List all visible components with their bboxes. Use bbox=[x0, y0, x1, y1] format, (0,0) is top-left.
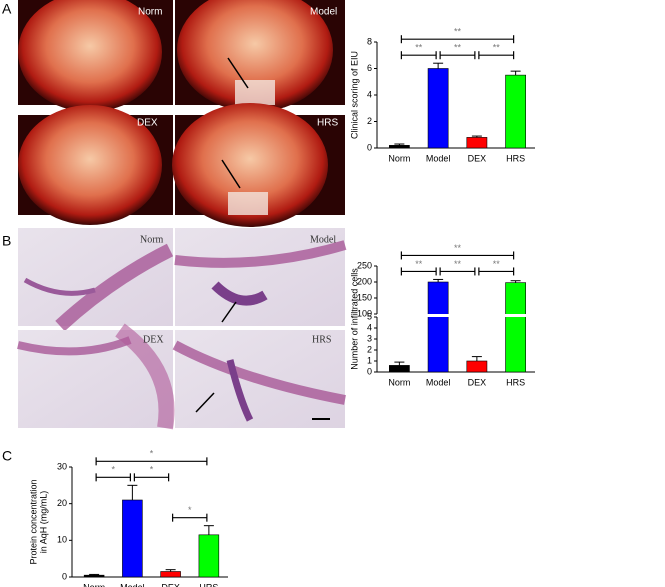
y-tick-label: 0 bbox=[367, 366, 372, 376]
significance-label: ** bbox=[415, 259, 423, 269]
histology-photos: B Norm Model DEX HRS bbox=[2, 228, 347, 430]
axis-break-gap bbox=[427, 314, 450, 317]
y-axis-label: in AqH (mg/mL) bbox=[38, 491, 48, 554]
y-tick-label: 4 bbox=[367, 89, 372, 99]
panel-label: C bbox=[2, 448, 12, 464]
y-tick-label: 4 bbox=[367, 322, 372, 332]
y-tick-label: 0 bbox=[367, 142, 372, 152]
photo bbox=[17, 323, 175, 430]
image-label: HRS bbox=[317, 118, 338, 129]
panel-label: B bbox=[2, 233, 11, 249]
y-tick-label: 100 bbox=[357, 308, 372, 318]
significance-label: ** bbox=[454, 43, 462, 53]
significance-label: * bbox=[188, 505, 192, 515]
photo bbox=[172, 103, 345, 227]
significance-label: ** bbox=[493, 259, 501, 269]
x-tick-label: Norm bbox=[83, 582, 105, 587]
y-tick-label: 10 bbox=[57, 535, 67, 545]
bar bbox=[505, 74, 526, 149]
y-tick-label: 30 bbox=[57, 461, 67, 471]
x-tick-label: HRS bbox=[506, 377, 525, 387]
x-tick-label: Norm bbox=[388, 377, 410, 387]
photo bbox=[18, 0, 173, 112]
image-label: Norm bbox=[140, 234, 164, 245]
y-tick-label: 250 bbox=[357, 260, 372, 270]
x-tick-label: Norm bbox=[388, 153, 410, 163]
x-tick-label: DEX bbox=[468, 377, 487, 387]
photo bbox=[175, 0, 345, 112]
bar bbox=[83, 574, 105, 578]
x-tick-label: DEX bbox=[161, 582, 180, 587]
y-axis-label: Number of infiltrated cells bbox=[349, 268, 359, 370]
significance-label: ** bbox=[415, 43, 423, 53]
y-axis-label: Clinical scoring of EIU bbox=[349, 51, 359, 139]
x-tick-label: DEX bbox=[468, 153, 487, 163]
y-axis-label: Protein concentration bbox=[28, 479, 38, 564]
bar bbox=[388, 145, 410, 149]
significance-label: * bbox=[150, 465, 154, 475]
y-tick-label: 0 bbox=[62, 571, 67, 581]
y-tick-label: 8 bbox=[367, 36, 372, 46]
photo bbox=[174, 228, 347, 326]
bar bbox=[427, 68, 449, 149]
image-label: HRS bbox=[312, 334, 331, 345]
photo bbox=[18, 228, 174, 332]
significance-label: ** bbox=[454, 243, 462, 253]
y-tick-label: 6 bbox=[367, 63, 372, 73]
panel-label: A bbox=[2, 1, 12, 17]
y-tick-label: 150 bbox=[357, 292, 372, 302]
image-label: Norm bbox=[138, 7, 162, 18]
y-tick-label: 3 bbox=[367, 333, 372, 343]
x-tick-label: HRS bbox=[199, 582, 218, 587]
bar bbox=[466, 360, 488, 373]
image-label: Model bbox=[310, 234, 336, 245]
bar bbox=[198, 534, 220, 578]
bar bbox=[427, 281, 449, 373]
y-tick-label: 5 bbox=[367, 311, 372, 321]
significance-label: * bbox=[111, 465, 115, 475]
bar bbox=[505, 282, 526, 373]
bar bbox=[160, 571, 181, 578]
fundus-photos: A Norm Model DEX HRS bbox=[2, 0, 345, 227]
x-tick-label: Model bbox=[426, 377, 451, 387]
y-tick-label: 2 bbox=[367, 344, 372, 354]
bar bbox=[388, 365, 410, 373]
axis-break-gap bbox=[504, 314, 527, 317]
significance-label: ** bbox=[493, 43, 501, 53]
photo bbox=[18, 105, 173, 225]
y-tick-label: 20 bbox=[57, 498, 67, 508]
y-tick-label: 2 bbox=[367, 116, 372, 126]
image-label: Model bbox=[310, 7, 337, 18]
y-tick-label: 200 bbox=[357, 276, 372, 286]
image-label: DEX bbox=[143, 334, 164, 345]
bar bbox=[122, 499, 143, 578]
image-label: DEX bbox=[137, 118, 158, 129]
x-tick-label: Model bbox=[426, 153, 451, 163]
x-tick-label: Model bbox=[120, 582, 145, 587]
bar bbox=[466, 137, 488, 149]
significance-label: ** bbox=[454, 27, 462, 37]
photo bbox=[172, 330, 346, 428]
x-tick-label: HRS bbox=[506, 153, 525, 163]
significance-label: ** bbox=[454, 259, 462, 269]
significance-label: * bbox=[150, 449, 154, 459]
y-tick-label: 1 bbox=[367, 355, 372, 365]
